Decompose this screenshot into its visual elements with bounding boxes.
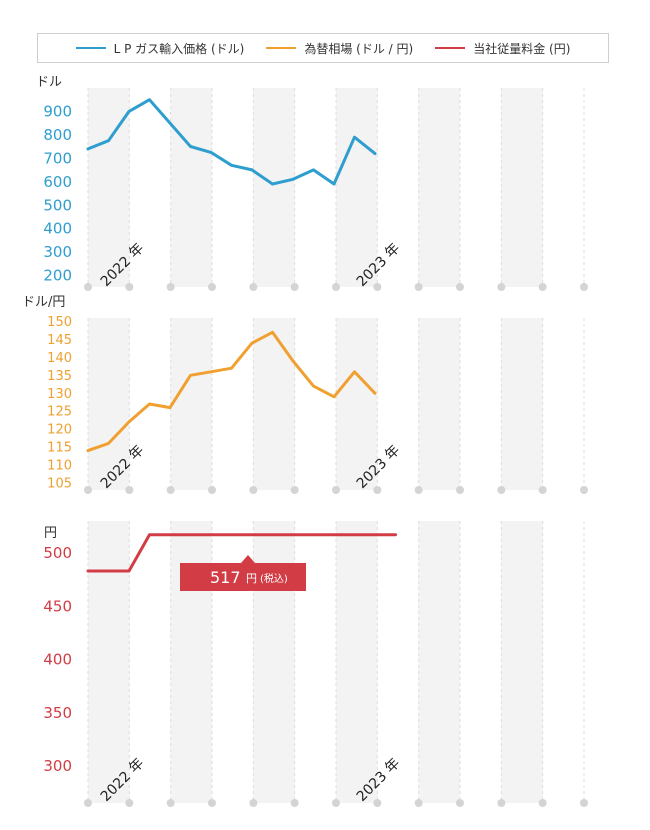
- y-tick-label-p1-3: 120: [47, 423, 72, 438]
- callout-unit: 円: [246, 572, 257, 585]
- legend-item-exchange-rate: 為替相場 (ドル / 円): [266, 40, 413, 57]
- axis-dot-p0-10: [497, 283, 506, 291]
- y-tick-label-p2-2: 400: [43, 651, 72, 669]
- axis-dot-p2-10: [497, 799, 506, 807]
- legend-label-lpg-price: L P ガス輸入価格 (ドル): [113, 41, 245, 56]
- axis-dot-p0-6: [332, 283, 340, 291]
- y-tick-label-p0-7: 900: [43, 103, 72, 121]
- band-p2-8: [418, 521, 460, 803]
- axis-dot-p0-8: [414, 283, 423, 291]
- axis-dot-p1-5: [290, 486, 299, 494]
- legend-swatch-usage-fee: [435, 47, 466, 49]
- band-p0-2: [170, 88, 212, 287]
- band-p1-4: [253, 318, 295, 490]
- axis-dot-p2-1: [125, 799, 134, 807]
- band-p0-6: [336, 88, 378, 287]
- legend-swatch-lpg-price: [75, 47, 106, 49]
- axis-dot-p1-9: [456, 486, 464, 494]
- y-tick-label-p1-1: 110: [47, 458, 72, 473]
- series-line-p0: [86, 98, 377, 186]
- axis-dot-p0-12: [580, 283, 588, 291]
- axis-dot-p1-6: [332, 486, 340, 494]
- axis-dot-p2-9: [456, 799, 464, 807]
- y-tick-label-p1-6: 135: [47, 369, 72, 384]
- axis-dot-p1-0: [84, 486, 92, 494]
- y-tick-label-p1-2: 115: [47, 441, 72, 456]
- axis-dot-p2-8: [414, 799, 423, 807]
- y-tick-label-p1-9: 150: [47, 315, 72, 330]
- y-tick-label-p2-0: 300: [43, 757, 72, 775]
- axis-dot-p2-7: [373, 799, 382, 807]
- chart-legend: L P ガス輸入価格 (ドル) 為替相場 (ドル / 円) 当社従量料金 (円): [37, 33, 609, 63]
- axis-dot-p0-0: [84, 283, 92, 291]
- legend-label-usage-fee: 当社従量料金 (円): [473, 41, 571, 56]
- y-tick-label-p0-0: 200: [43, 267, 72, 285]
- band-p1-10: [501, 318, 543, 490]
- series-line-p2: [86, 533, 397, 573]
- band-p1-8: [418, 318, 460, 490]
- axis-dot-p0-5: [290, 283, 299, 291]
- y-tick-label-p1-8: 145: [47, 333, 72, 348]
- y-axis-unit-0: ドル: [36, 75, 62, 90]
- y-tick-label-p2-4: 500: [43, 544, 72, 562]
- y-tick-label-p0-4: 600: [43, 173, 72, 191]
- axis-dot-p2-11: [538, 799, 547, 807]
- axis-dot-p2-12: [580, 799, 588, 807]
- callout-note: (税込): [260, 572, 288, 585]
- y-tick-label-p1-0: 105: [47, 476, 72, 491]
- series-line-p1: [86, 330, 377, 453]
- y-tick-label-p1-7: 140: [47, 351, 72, 366]
- band-p1-6: [336, 318, 378, 490]
- axis-dot-p2-5: [290, 799, 299, 807]
- legend-swatch-exchange-rate: [266, 47, 297, 49]
- y-tick-label-p0-6: 800: [43, 126, 72, 144]
- axis-dot-p1-7: [373, 486, 382, 494]
- band-p2-10: [501, 521, 543, 803]
- band-p0-10: [501, 88, 543, 287]
- axis-dot-p1-12: [580, 486, 588, 494]
- callout-value: 517: [210, 568, 241, 587]
- axis-dot-p1-10: [497, 486, 506, 494]
- axis-dot-p0-9: [456, 283, 464, 291]
- axis-dot-p2-3: [208, 799, 216, 807]
- band-p2-0: [88, 521, 130, 803]
- legend-item-lpg-price: L P ガス輸入価格 (ドル): [75, 40, 245, 57]
- axis-dot-p0-2: [166, 283, 175, 291]
- y-tick-label-p0-1: 300: [43, 243, 72, 261]
- axis-dot-p1-4: [249, 486, 258, 494]
- y-axis-unit-1: ドル/円: [22, 295, 65, 310]
- y-tick-label-p1-5: 130: [47, 387, 72, 402]
- y-tick-label-p0-5: 700: [43, 149, 72, 167]
- band-p0-8: [418, 88, 460, 287]
- band-p0-4: [253, 88, 295, 287]
- y-tick-label-p0-3: 500: [43, 196, 72, 214]
- y-tick-label-p1-4: 125: [47, 405, 72, 420]
- axis-dot-p2-6: [332, 799, 340, 807]
- axis-dot-p0-4: [249, 283, 258, 291]
- axis-dot-p0-11: [538, 283, 547, 291]
- axis-dot-p1-2: [166, 486, 175, 494]
- axis-dot-p1-8: [414, 486, 423, 494]
- legend-item-usage-fee: 当社従量料金 (円): [435, 40, 570, 57]
- callout-box: [180, 563, 306, 591]
- y-axis-unit-2: 円: [44, 526, 57, 541]
- axis-dot-p2-2: [166, 799, 175, 807]
- axis-dot-p1-1: [125, 486, 134, 494]
- axis-dot-p1-11: [538, 486, 547, 494]
- legend-label-exchange-rate: 為替相場 (ドル / 円): [304, 41, 414, 56]
- y-tick-label-p0-2: 400: [43, 220, 72, 238]
- band-p1-2: [170, 318, 212, 490]
- axis-dot-p2-0: [84, 799, 92, 807]
- axis-dot-p0-1: [125, 283, 134, 291]
- y-tick-label-p2-3: 450: [43, 597, 72, 615]
- band-p1-0: [88, 318, 130, 490]
- band-p2-6: [336, 521, 378, 803]
- y-tick-label-p2-1: 350: [43, 704, 72, 722]
- callout-pointer: [241, 555, 255, 563]
- axis-dot-p2-4: [249, 799, 258, 807]
- axis-dot-p1-3: [208, 486, 216, 494]
- axis-dot-p0-3: [208, 283, 216, 291]
- axis-dot-p0-7: [373, 283, 382, 291]
